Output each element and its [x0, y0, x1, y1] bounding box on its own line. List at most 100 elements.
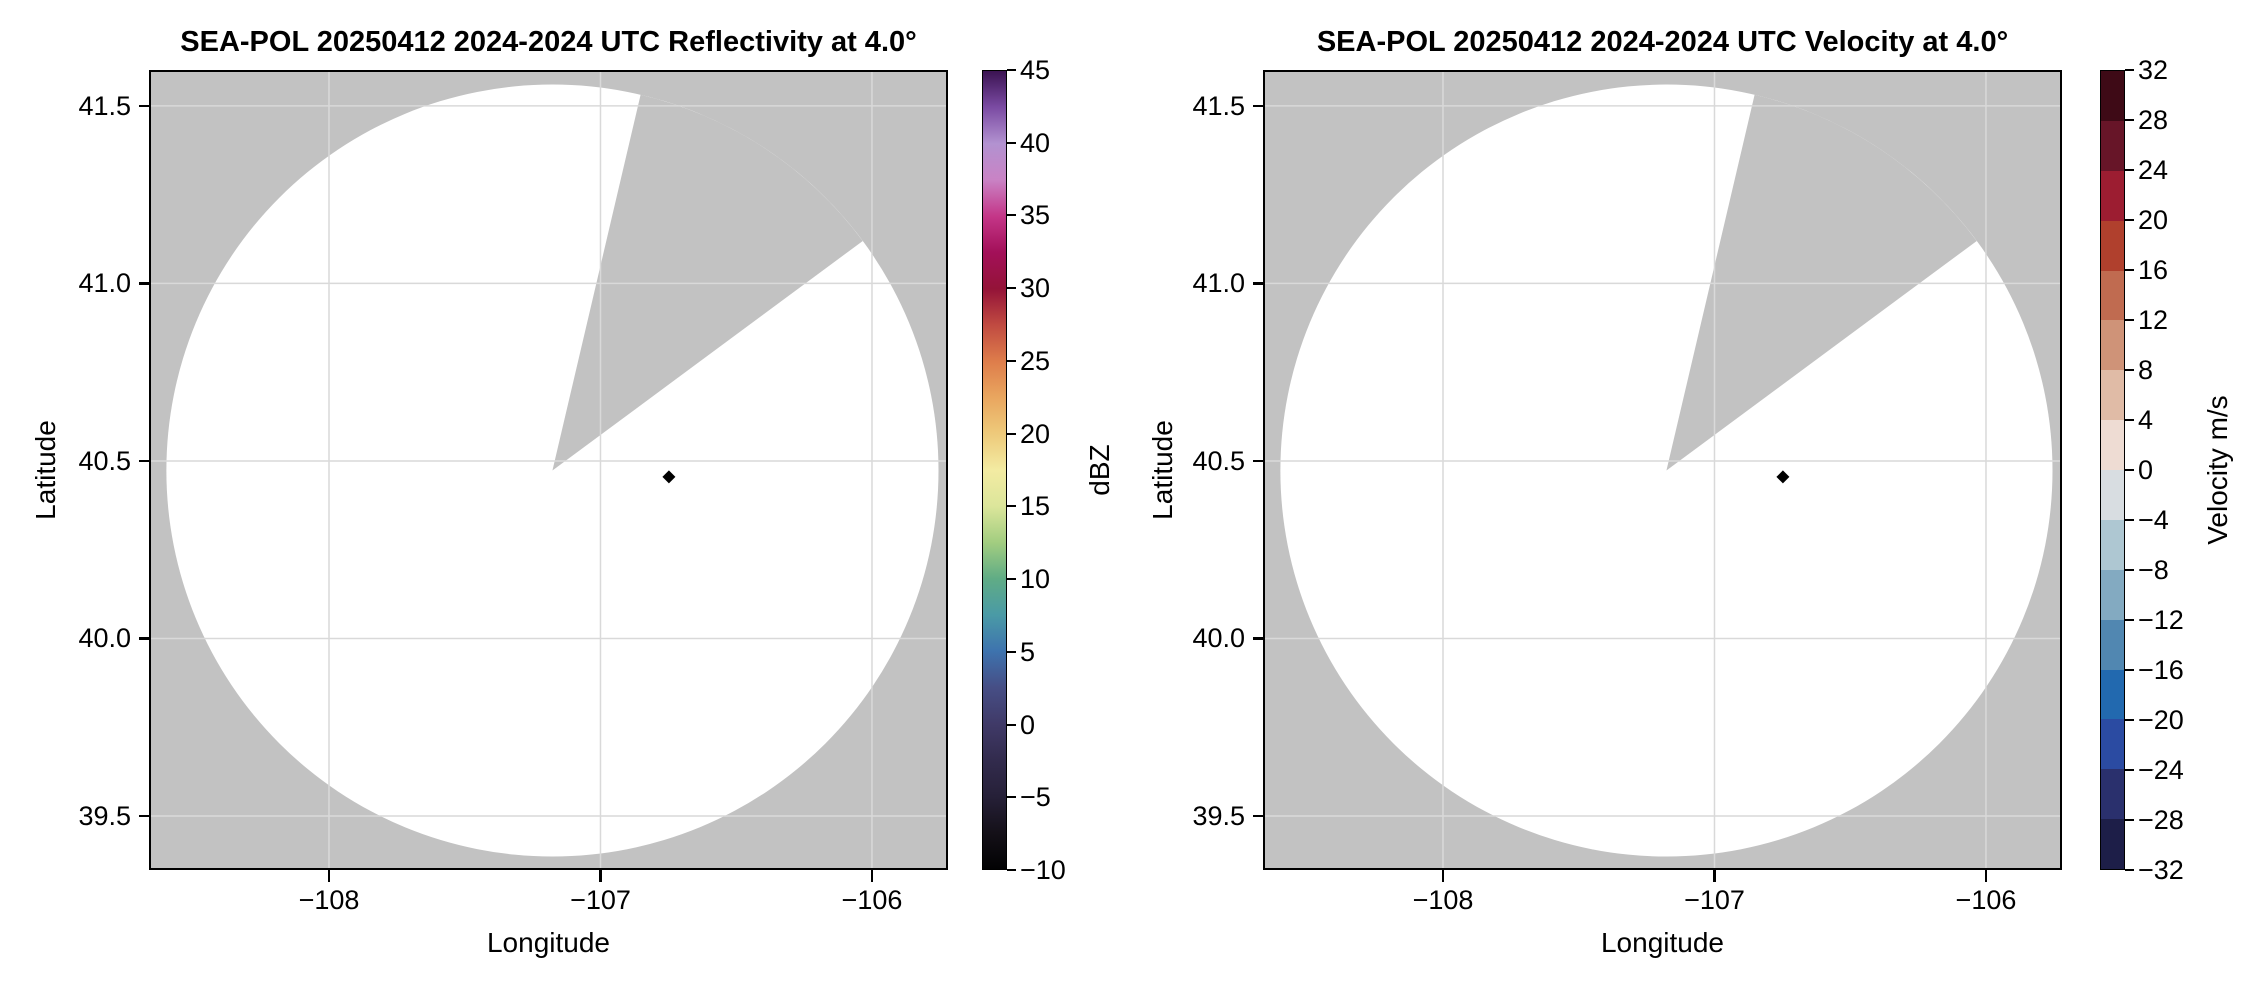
x-axis-label: Longitude: [486, 927, 610, 958]
colorbar-tick-label: 45: [1020, 55, 1051, 85]
colorbar-block: [2101, 470, 2124, 520]
colorbar-block: [2101, 220, 2124, 271]
radar-ppi-svg: [149, 70, 948, 870]
colorbar: [982, 70, 1007, 870]
y-tick-label: 41.5: [1192, 90, 1245, 121]
colorbar-tick-label: −10: [1020, 855, 1066, 885]
panel-title: SEA-POL 20250412 2024-2024 UTC Reflectiv…: [180, 26, 917, 58]
colorbar-tick-label: −28: [2138, 805, 2184, 835]
colorbar-tick-mark: [1007, 359, 1016, 362]
x-tick-mark: [1713, 870, 1716, 882]
colorbar-block: [2101, 170, 2124, 221]
colorbar-tick-mark: [2125, 119, 2134, 121]
colorbar-tick-label: 32: [2138, 55, 2169, 85]
colorbar-tick-mark: [2125, 169, 2134, 171]
colorbar-tick-mark: [2125, 219, 2134, 221]
colorbar-tick-label: −16: [2138, 655, 2184, 685]
colorbar-tick-mark: [1007, 141, 1016, 144]
colorbar-tick-mark: [1007, 287, 1016, 290]
colorbar-tick-mark: [1007, 723, 1016, 726]
axes-frame: [149, 70, 948, 870]
colorbar-tick-label: 8: [2138, 355, 2154, 385]
radar-plot-area: [149, 70, 948, 870]
colorbar-tick-mark: [1007, 214, 1016, 217]
colorbar-block: [2101, 769, 2124, 820]
colorbar-tick-mark: [2125, 519, 2134, 521]
colorbar-tick-mark: [2125, 669, 2134, 671]
colorbar-tick-mark: [2125, 69, 2134, 71]
colorbar-tick-label: 0: [2138, 455, 2154, 485]
colorbar-tick-label: 40: [1020, 127, 1051, 158]
colorbar-tick-label: 16: [2138, 255, 2169, 285]
colorbar-tick-label: 0: [1020, 709, 1036, 740]
colorbar-tick-mark: [1007, 505, 1016, 508]
y-tick-mark: [139, 459, 149, 463]
colorbar-tick-label: 20: [1020, 418, 1051, 449]
x-tick-mark: [1441, 870, 1445, 882]
colorbar-tick-mark: [1007, 432, 1016, 435]
y-tick-label: 39.5: [1192, 801, 1245, 832]
colorbar-tick-label: −24: [2138, 755, 2184, 785]
y-tick-label: 41.5: [78, 90, 131, 121]
colorbar: [2100, 70, 2125, 870]
colorbar-tick-label: 20: [2138, 205, 2169, 235]
y-tick-mark: [139, 637, 149, 640]
axes-frame: [1263, 70, 2062, 870]
radar-plot-area: [1263, 70, 2062, 870]
colorbar-tick-mark: [2125, 619, 2134, 621]
colorbar-tick-mark: [1007, 869, 1016, 871]
colorbar-tick-label: 30: [1020, 273, 1051, 304]
x-tick-label: −106: [841, 885, 903, 915]
colorbar-tick-label: −8: [2138, 555, 2169, 585]
radar-ppi-svg: [1263, 70, 2062, 870]
colorbar-block: [2101, 270, 2124, 321]
y-tick-mark: [1253, 814, 1263, 818]
y-tick-label: 40.5: [78, 445, 131, 476]
colorbar-block: [2101, 819, 2124, 869]
y-tick-mark: [1253, 282, 1263, 285]
y-tick-label: 39.5: [78, 801, 131, 832]
colorbar-tick-label: −32: [2138, 855, 2184, 885]
colorbar-block: [2101, 120, 2124, 171]
colorbar-tick-mark: [2125, 869, 2134, 871]
colorbar-tick-label: −4: [2138, 505, 2169, 535]
missing-data-sector: [552, 94, 863, 471]
colorbar-tick-mark: [2125, 569, 2134, 571]
x-tick-label: −107: [570, 885, 631, 915]
y-tick-label: 41.0: [1192, 268, 1245, 299]
colorbar-tick-label: 28: [2138, 105, 2169, 135]
y-tick-label: 40.0: [78, 623, 131, 654]
colorbar-tick-mark: [2125, 719, 2134, 721]
y-tick-mark: [1253, 104, 1263, 108]
colorbar-tick-mark: [2125, 819, 2134, 821]
colorbar-tick-label: −5: [1020, 782, 1051, 813]
colorbar-tick-label: 25: [1020, 345, 1051, 376]
y-tick-label: 40.0: [1192, 623, 1245, 654]
colorbar-tick-label: −12: [2138, 605, 2184, 635]
colorbar-tick-label: −20: [2138, 705, 2184, 735]
x-tick-mark: [599, 870, 602, 882]
y-tick-mark: [1253, 459, 1263, 463]
colorbar-tick-mark: [1007, 650, 1016, 653]
colorbar-tick-mark: [1007, 578, 1016, 581]
colorbar-tick-mark: [2125, 369, 2134, 371]
colorbar-tick-label: 24: [2138, 155, 2169, 185]
radar-location-marker: [1776, 470, 1790, 484]
colorbar-block: [2101, 619, 2124, 670]
colorbar-tick-mark: [2125, 269, 2134, 271]
colorbar-block: [2101, 370, 2124, 421]
y-tick-mark: [139, 814, 149, 818]
colorbar-tick-label: 35: [1020, 200, 1051, 231]
colorbar-tick-label: 4: [2138, 405, 2154, 435]
colorbar-block: [2101, 569, 2124, 620]
y-tick-mark: [1253, 637, 1263, 640]
x-tick-label: −107: [1684, 885, 1745, 915]
colorbar-tick-label: 5: [1020, 636, 1036, 667]
x-tick-label: −108: [298, 885, 360, 915]
colorbar-tick-mark: [2125, 319, 2134, 321]
colorbar-tick-mark: [2125, 419, 2134, 421]
colorbar-block: [2101, 71, 2124, 121]
colorbar-tick-mark: [1007, 796, 1016, 799]
colorbar-tick-label: 12: [2138, 305, 2169, 335]
